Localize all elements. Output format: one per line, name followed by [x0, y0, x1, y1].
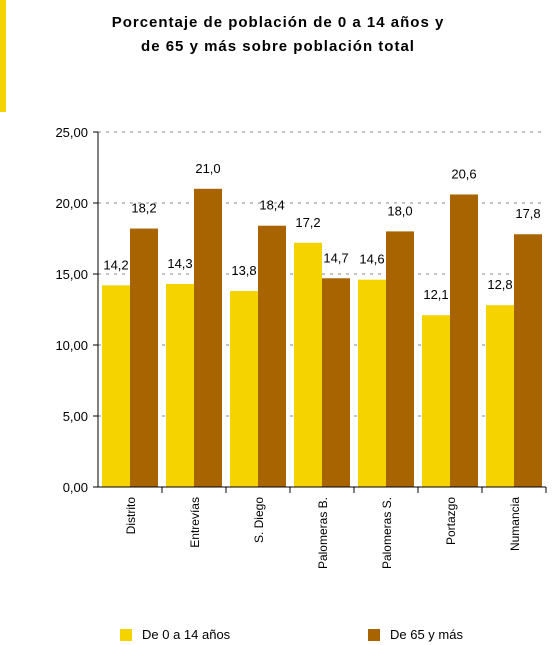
y-tick-label: 10,00	[55, 338, 88, 353]
bar	[230, 291, 258, 487]
data-label: 17,2	[295, 215, 320, 230]
bar	[422, 315, 450, 487]
x-tick-label: S. Diego	[252, 497, 266, 543]
x-tick-label: Palomeras B.	[316, 497, 330, 569]
bar	[258, 225, 286, 487]
chart-title-line-2: de 65 y más sobre población total	[141, 38, 415, 55]
bar	[358, 279, 386, 487]
data-label: 14,7	[323, 250, 348, 265]
chart-title-line-1: Porcentaje de población de 0 a 14 años y	[111, 14, 445, 31]
bar	[102, 285, 130, 487]
data-label: 18,4	[259, 198, 284, 213]
bar	[194, 188, 222, 488]
bar	[450, 194, 478, 488]
bar	[486, 305, 514, 487]
y-tick-label: 25,00	[55, 125, 88, 140]
bar	[322, 278, 350, 487]
bar	[130, 228, 158, 487]
x-tick-label: Entrevías	[188, 497, 202, 548]
x-tick-label: Palomeras S.	[380, 497, 394, 569]
y-tick-label: 5,00	[63, 409, 88, 424]
data-label: 21,0	[195, 161, 220, 176]
data-label: 17,8	[515, 206, 540, 221]
bar	[514, 234, 542, 487]
data-label: 18,0	[387, 203, 412, 218]
x-tick-label: Numancia	[508, 497, 522, 551]
legend-swatch-yellow	[120, 628, 132, 641]
data-label: 20,6	[451, 166, 476, 181]
title-box	[0, 0, 556, 112]
bar	[386, 231, 414, 487]
legend-label-65: De 65 y más	[390, 627, 463, 642]
data-label: 14,3	[167, 256, 192, 271]
y-tick-label: 20,00	[55, 196, 88, 211]
data-label: 18,2	[131, 201, 156, 216]
bar	[166, 283, 194, 487]
data-label: 13,8	[231, 263, 256, 278]
bar	[294, 242, 322, 487]
data-label: 14,6	[359, 252, 384, 267]
y-tick-label: 15,00	[55, 267, 88, 282]
data-label: 12,1	[423, 287, 448, 302]
legend-swatch-brown	[368, 628, 380, 641]
legend-label-0-14: De 0 a 14 años	[142, 627, 231, 642]
x-tick-label: Distrito	[124, 497, 138, 535]
data-label: 12,8	[487, 277, 512, 292]
data-label: 14,2	[103, 257, 128, 272]
legend-item-65: De 65 y más	[368, 627, 463, 642]
y-tick-label: 0,00	[63, 480, 88, 495]
x-tick-label: Portazgo	[444, 497, 458, 545]
legend-item-0-14: De 0 a 14 años	[120, 627, 230, 642]
